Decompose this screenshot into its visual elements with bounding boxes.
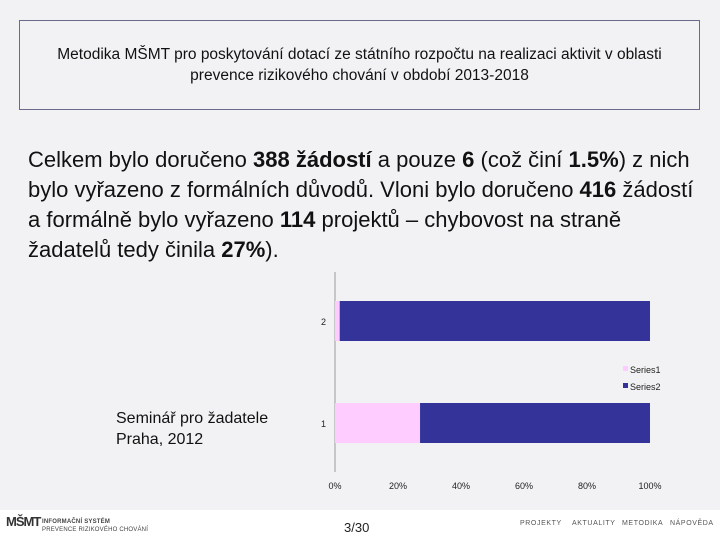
body-num-percent: 1.5% xyxy=(568,147,619,172)
legend-swatch-1 xyxy=(623,366,628,371)
page-number: 3/30 xyxy=(344,520,370,535)
x-tick-label: 100% xyxy=(638,481,661,491)
bar-cat1-series2 xyxy=(420,403,650,443)
body-num-last-rejected: 114 xyxy=(279,207,316,232)
msmt-logo: MŠMT xyxy=(6,514,41,529)
nav-link-aktuality[interactable]: AKTUALITY xyxy=(572,520,616,527)
bar-cat2-series2 xyxy=(339,301,650,341)
body-text-4: ) z nich bylo vyřazeno z formálních důvo… xyxy=(28,147,690,202)
x-tick-label: 40% xyxy=(452,481,470,491)
body-text-2: a pouze xyxy=(371,147,463,172)
bar-cat1-series1 xyxy=(335,403,421,443)
body-text-7: ). xyxy=(265,237,279,262)
nav-link-projekty[interactable]: PROJEKTY xyxy=(520,520,562,527)
logo-text-line-2: PREVENCE RIZIKOVÉHO CHOVÁNÍ xyxy=(42,527,149,533)
body-text-1: Celkem bylo doručeno xyxy=(28,147,254,172)
body-text-6: projektů – chybovost na straně žadatelů … xyxy=(28,207,622,262)
footer-bar xyxy=(0,510,720,540)
x-tick-label: 60% xyxy=(515,481,533,491)
legend-label-2: Series2 xyxy=(630,382,661,392)
seminar-line-1: Seminář pro žadatele xyxy=(116,410,269,427)
title-box: Metodika MŠMT pro poskytování dotací ze … xyxy=(19,20,700,110)
nav-link-metodika[interactable]: METODIKA xyxy=(622,520,664,527)
nav-link-napoveda[interactable]: NÁPOVĚDA xyxy=(670,520,714,527)
x-tick-label: 20% xyxy=(389,481,407,491)
x-tick-label: 0% xyxy=(328,481,341,491)
legend-label-1: Series1 xyxy=(630,365,661,375)
bar-cat2-series1 xyxy=(335,301,340,341)
category-label-1: 1 xyxy=(321,419,326,429)
seminar-line-2: Praha, 2012 xyxy=(116,431,204,448)
body-num-last-year: 416 xyxy=(579,177,617,202)
body-paragraph: Celkem bylo doručeno 388 žádostí a pouze… xyxy=(28,145,708,265)
category-label-2: 2 xyxy=(321,317,326,327)
body-num-error-rate: 27% xyxy=(221,237,266,262)
body-num-requests: 388 žádostí xyxy=(253,147,372,172)
body-num-rejected: 6 xyxy=(462,147,475,172)
body-text-5: žádostí a formálně bylo vyřazeno xyxy=(28,177,694,232)
legend-swatch-2 xyxy=(623,383,628,388)
slide-title: Metodika MŠMT pro poskytování dotací ze … xyxy=(57,46,662,84)
body-text-3: (což činí xyxy=(474,147,569,172)
logo-text-line-1: INFORMAČNÍ SYSTÉM xyxy=(42,519,111,525)
seminar-caption: Seminář pro žadatele Praha, 2012 xyxy=(116,408,296,450)
x-tick-label: 80% xyxy=(578,481,596,491)
